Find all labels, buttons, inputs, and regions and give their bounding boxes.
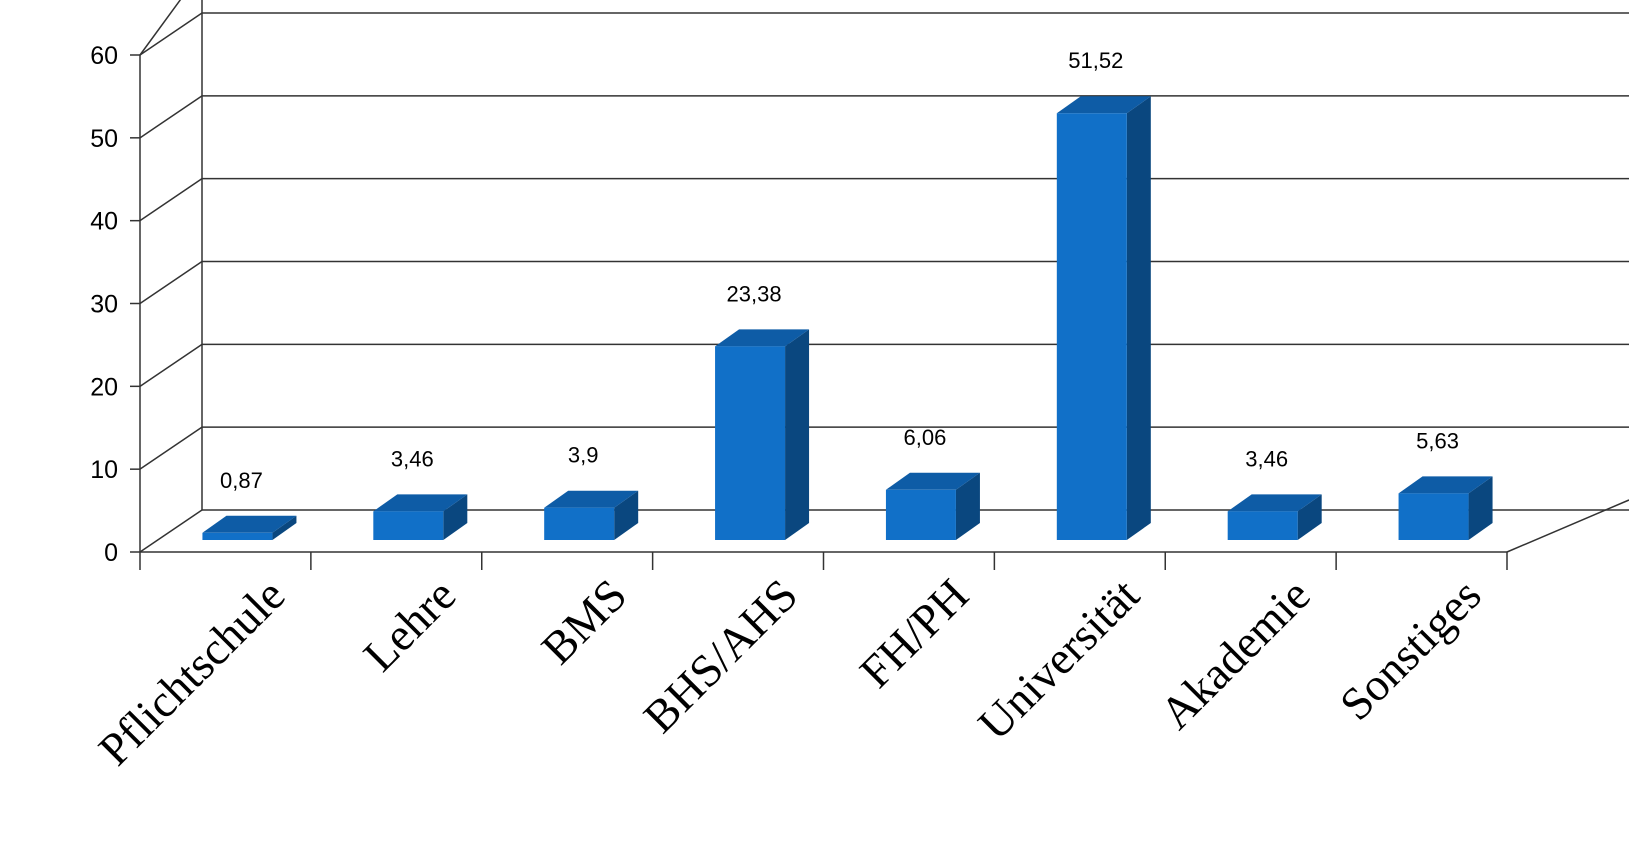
bar [1398, 476, 1493, 540]
x-tick-label: BHS/AHS [634, 569, 807, 742]
bar-top [715, 329, 810, 347]
bar-side [614, 490, 639, 540]
bar-top [202, 515, 297, 533]
bar-front [1056, 113, 1127, 540]
data-label: 0,87 [220, 468, 263, 493]
gridline-side [139, 0, 182, 56]
data-label: 3,46 [1245, 446, 1288, 471]
data-label: 6,06 [904, 425, 947, 450]
bar [885, 472, 980, 540]
x-tick-label: Akademie [1150, 569, 1320, 739]
data-label: 23,38 [727, 281, 782, 306]
bar-side [443, 494, 468, 540]
y-tick-label: 40 [90, 208, 118, 236]
y-tick-label: 20 [90, 373, 118, 401]
bar-front [373, 511, 444, 540]
gridline-side [139, 426, 203, 470]
bar-side [785, 329, 810, 540]
bar-top [373, 494, 468, 512]
x-tick-label: Sonstiges [1330, 569, 1491, 730]
gridline-side [139, 260, 203, 305]
bar [544, 490, 639, 540]
data-label: 51,52 [1068, 48, 1123, 73]
bar [373, 494, 468, 540]
bar-side [955, 472, 980, 540]
bar [1227, 494, 1322, 540]
axis-layer: 0 10 20 30 40 50 60 [90, 42, 1508, 570]
x-tick-label: FH/PH [850, 569, 978, 697]
gridline-side [139, 12, 203, 56]
bar-side [1468, 476, 1493, 540]
bar-front [202, 532, 273, 540]
bar [715, 329, 810, 540]
bars-layer [202, 96, 1493, 540]
labels-layer: 0,87 3,46 3,9 23,38 6,06 51,52 3,46 5,63 [220, 48, 1459, 493]
y-tick-label: 10 [90, 456, 118, 484]
bar-top [544, 490, 639, 508]
y-tick-label: 0 [104, 539, 118, 567]
bar-front [544, 507, 615, 540]
gridline-side [139, 509, 203, 553]
data-label: 3,46 [391, 446, 434, 471]
bar-front [885, 489, 956, 540]
y-tick-label: 60 [90, 42, 118, 70]
bar [1056, 96, 1151, 540]
x-tick-label: BMS [531, 569, 636, 674]
bar-top [1398, 476, 1493, 494]
floor-right-edge [1506, 499, 1629, 553]
gridline-side [139, 343, 203, 387]
data-label: 3,9 [568, 443, 599, 468]
bar [202, 515, 297, 540]
bar-front [1398, 493, 1469, 540]
bar-top [1056, 96, 1151, 114]
x-tick-label: Pflichtschule [89, 569, 295, 775]
x-tick-label: Lehre [353, 569, 465, 681]
bar-side [1297, 494, 1322, 540]
x-tick-label: Universität [968, 569, 1149, 750]
data-label: 5,63 [1416, 428, 1459, 453]
bar-top [885, 472, 980, 490]
bar-front [1227, 511, 1298, 540]
bar-top [1227, 494, 1322, 512]
bar-side [272, 515, 297, 540]
y-tick-label: 50 [90, 125, 118, 153]
grid-layer [139, 0, 1629, 553]
bar-front [715, 346, 786, 540]
gridline-side [139, 95, 203, 139]
gridline-side [139, 178, 203, 222]
bar-side [1126, 96, 1151, 540]
y-tick-label: 30 [90, 291, 118, 319]
